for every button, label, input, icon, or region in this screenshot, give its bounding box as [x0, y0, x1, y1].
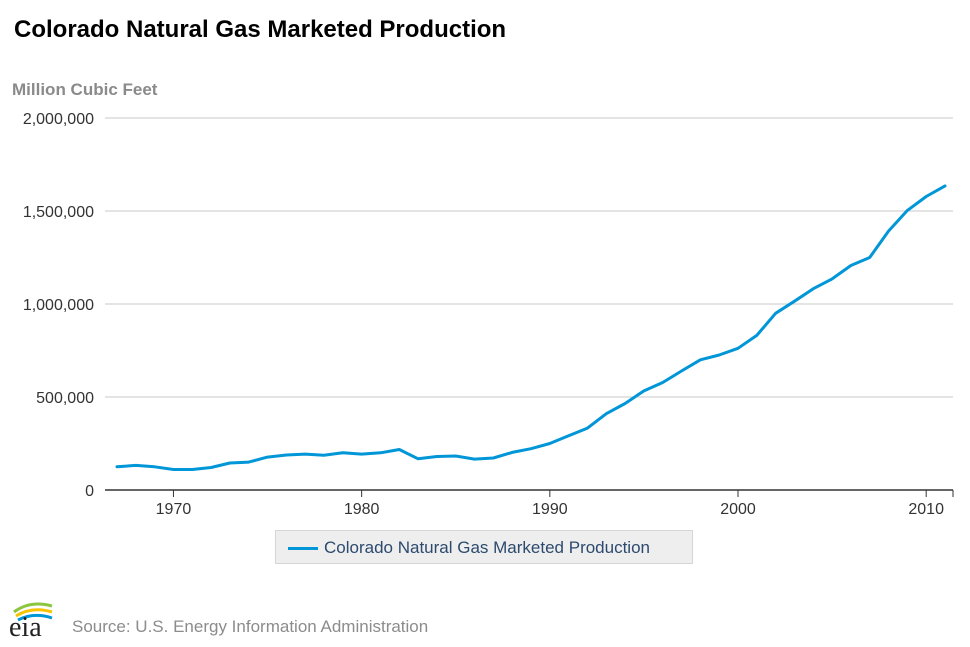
- x-tick-label: 1980: [344, 501, 380, 518]
- legend[interactable]: Colorado Natural Gas Marketed Production: [275, 530, 693, 564]
- data-point[interactable]: [470, 454, 480, 464]
- data-point[interactable]: [658, 377, 668, 387]
- data-point[interactable]: [564, 431, 574, 441]
- data-point[interactable]: [752, 330, 762, 340]
- data-point[interactable]: [432, 452, 442, 462]
- data-point[interactable]: [714, 350, 724, 360]
- data-point[interactable]: [507, 447, 517, 457]
- data-point[interactable]: [131, 460, 141, 470]
- data-point[interactable]: [451, 451, 461, 461]
- data-point[interactable]: [789, 296, 799, 306]
- data-point[interactable]: [319, 450, 329, 460]
- y-tick-label: 1,000,000: [23, 297, 94, 314]
- data-point[interactable]: [263, 452, 273, 462]
- data-point[interactable]: [394, 444, 404, 454]
- y-tick-label: 2,000,000: [23, 111, 94, 128]
- y-axis-unit-label: Million Cubic Feet: [12, 80, 158, 99]
- x-tick-label: 1990: [532, 501, 568, 518]
- data-point[interactable]: [338, 448, 348, 458]
- data-point[interactable]: [187, 465, 197, 475]
- data-point[interactable]: [300, 449, 310, 459]
- data-point[interactable]: [827, 274, 837, 284]
- x-tick-label: 2010: [908, 501, 944, 518]
- data-point[interactable]: [244, 457, 254, 467]
- series-line-colorado-production: [115, 184, 947, 471]
- eia-logo: eia: [9, 602, 53, 640]
- data-point[interactable]: [846, 260, 856, 270]
- legend-label: Colorado Natural Gas Marketed Production: [324, 538, 650, 557]
- series-points: [112, 181, 950, 475]
- data-point[interactable]: [639, 386, 649, 396]
- data-point[interactable]: [545, 439, 555, 449]
- data-point[interactable]: [357, 449, 367, 459]
- data-point[interactable]: [808, 284, 818, 294]
- data-point[interactable]: [677, 366, 687, 376]
- legend-swatch: [288, 547, 318, 550]
- data-point[interactable]: [225, 458, 235, 468]
- data-point[interactable]: [488, 453, 498, 463]
- data-point[interactable]: [112, 462, 122, 472]
- data-point[interactable]: [940, 181, 950, 191]
- data-point[interactable]: [695, 355, 705, 365]
- x-axis-ticks: 1970 1980 1990 2000 2010: [156, 490, 954, 518]
- data-point[interactable]: [413, 454, 423, 464]
- y-tick-label: 500,000: [36, 390, 94, 407]
- data-point[interactable]: [601, 409, 611, 419]
- data-point[interactable]: [884, 226, 894, 236]
- data-point[interactable]: [620, 399, 630, 409]
- data-point[interactable]: [526, 444, 536, 454]
- y-axis-ticks: 0 500,000 1,000,000 1,500,000 2,000,000: [23, 111, 94, 500]
- data-point[interactable]: [206, 462, 216, 472]
- data-point[interactable]: [150, 462, 160, 472]
- x-tick-label: 2000: [720, 501, 756, 518]
- data-point[interactable]: [168, 465, 178, 475]
- logo-arc-green: [13, 602, 53, 614]
- data-point[interactable]: [375, 448, 385, 458]
- data-point[interactable]: [921, 191, 931, 201]
- y-tick-label: 0: [85, 483, 94, 500]
- x-tick-label: 1970: [156, 501, 192, 518]
- data-point[interactable]: [902, 205, 912, 215]
- data-point[interactable]: [281, 450, 291, 460]
- gridlines: [105, 117, 953, 398]
- source-note: Source: U.S. Energy Information Administ…: [72, 617, 429, 636]
- data-point[interactable]: [865, 253, 875, 263]
- logo-arc-yellow: [15, 608, 53, 618]
- data-point[interactable]: [733, 343, 743, 353]
- logo-arc-blue: [17, 613, 53, 622]
- data-point[interactable]: [771, 308, 781, 318]
- data-point[interactable]: [582, 423, 592, 433]
- y-tick-label: 1,500,000: [23, 204, 94, 221]
- logo-text: eia: [9, 612, 42, 640]
- chart-title: Colorado Natural Gas Marketed Production: [14, 16, 507, 43]
